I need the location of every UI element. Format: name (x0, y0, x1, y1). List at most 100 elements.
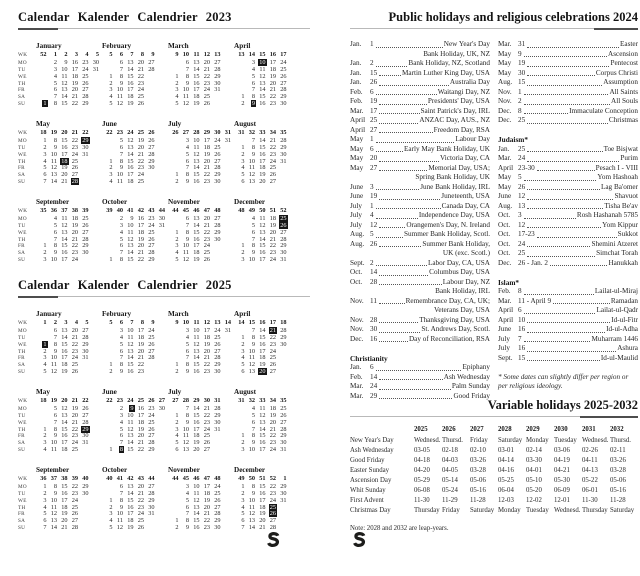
holiday-name: Simchat Torah (596, 249, 638, 257)
holiday-value: Saturday (610, 507, 635, 514)
day-cell: 25 (137, 93, 144, 101)
day-cell: 30 (82, 432, 89, 440)
day-cell: 11 (193, 490, 200, 498)
day-numbers-row: 3 10 17 24 (168, 243, 234, 250)
day-cell: 5 (175, 439, 179, 447)
day-numbers-row: 3 10 17 24 31 (168, 137, 234, 145)
dot-leader (527, 154, 620, 162)
day-cell: 22 (137, 361, 144, 369)
holiday-name: Freedom Day, RSA (433, 125, 490, 134)
month-january: January 1 2 3 4 5 6 13 20 27 7 14 21 28 1 8 15 22 29 2 9 16 23… (36, 309, 102, 377)
day-cell: 22 (137, 72, 144, 80)
month-name: December (234, 198, 266, 206)
month-april: April 14 15 16 17 18 7 14 21 28 1 8 15 22 29 2 9 16 23 30 3 1… (234, 309, 300, 377)
month-december: December 49 50 51 52 1 1 8 15 22 29 2 9 16 23 30 3 10 17 24… (234, 465, 300, 533)
day-cell: 13 (193, 157, 200, 165)
day-cell: 23 (148, 405, 155, 413)
holiday-name-continuation: UK (exc. Scotl.) (442, 249, 490, 257)
day-cell: 25 (137, 517, 144, 525)
day-cell: 16 (127, 503, 134, 511)
day-numbers-row: 1 8 15 22 29 (234, 483, 300, 491)
day-cell: 29 (78, 425, 90, 434)
day-cell: 2 (241, 490, 245, 498)
holiday-value: 06-04 (498, 487, 514, 494)
day-cell: 13 (193, 59, 200, 67)
calendar-section-2023: Calendar Kalender Calendrier 2023 xWKMOT… (18, 10, 310, 265)
day-cell: 3 (119, 327, 123, 335)
day-numbers-row: 3 10 17 24 31 (168, 425, 234, 434)
day-numbers-row: 5 12 19 26 (168, 100, 234, 108)
holiday-day: 16 (518, 325, 526, 333)
day-cell: 10 (248, 496, 255, 504)
holiday-name: Id-ul-Maulid (600, 353, 638, 362)
day-cell: 23 (82, 59, 89, 67)
day-cell: 24 (71, 256, 78, 264)
calendar-band: xWKMOTUWETHFRSASUMay18192021225121926613… (18, 387, 310, 455)
day-cell: 30 (214, 79, 221, 87)
day-numbers-row: 3 10 17 24 31 (234, 256, 300, 264)
day-cell: 13 (182, 446, 189, 454)
day-cell: 19 (50, 129, 57, 136)
day-cell: 8 (185, 361, 189, 369)
holiday-entry: Dec. 16 Day of Reconciliation, RSA (350, 335, 490, 345)
day-cell: 3 (185, 483, 189, 491)
day-cell: 20 (61, 517, 68, 525)
day-cell: 12 (127, 235, 134, 243)
day-cell: 28 (280, 327, 287, 335)
day-numbers-row: 1 8 15 22 29 (36, 137, 102, 145)
day-cell: 1 (175, 171, 179, 179)
holiday-name: Shavuot (614, 192, 638, 200)
day-cell: 1 (43, 483, 47, 491)
day-numbers-row: 1 8 15 22 29 (168, 412, 234, 420)
holiday-name: Labour Day (455, 135, 490, 143)
day-cell: 3 (175, 425, 179, 433)
month-name: August (234, 388, 256, 396)
holiday-day: 27 (370, 125, 378, 134)
day-cell: 30 (148, 503, 155, 511)
day-cell: 16 (193, 524, 200, 532)
day-numbers-row: 7 14 21 28 (168, 165, 234, 172)
day-numbers-row: 1 8 15 22 (102, 361, 168, 369)
day-cell: 28 (182, 397, 189, 404)
day-cell: 41 (127, 207, 134, 214)
highlighted-day: 20 (258, 368, 267, 376)
day-cell: 26 (172, 129, 179, 136)
day-cell: 34 (269, 397, 276, 404)
day-cell: 14 (259, 86, 266, 94)
day-cell: 18 (203, 490, 210, 498)
highlighted-day: 21 (268, 327, 277, 335)
day-numbers-row: 4 11 18 25 (234, 165, 300, 172)
holiday-name: Lailat-ul-Miraj (594, 287, 638, 295)
day-numbers-row: 7 14 21 28 (102, 66, 168, 74)
day-cell: 9 (119, 79, 123, 87)
day-cell: 16 (61, 144, 68, 152)
holiday-entry: Nov. 11 Remembrance Day, CA, UK; (350, 297, 490, 307)
day-cell: 44 (172, 207, 179, 214)
day-label: MO (18, 138, 27, 145)
year-header: 2029 (526, 426, 540, 433)
day-cell: 18 (40, 129, 47, 136)
day-cell: 14 (61, 334, 68, 342)
holiday-name: Summer Bank Holiday, Scotl. (404, 230, 490, 238)
holiday-month: Dec. (498, 106, 512, 115)
holiday-month: June (498, 192, 512, 200)
holiday-month: April (350, 116, 366, 124)
day-cell: 15 (193, 171, 200, 179)
day-cell: 15 (61, 242, 68, 250)
day-cell: 10 (127, 222, 134, 230)
holiday-entry: Mar. 24 Palm Sunday (350, 382, 490, 392)
dot-leader (379, 78, 449, 86)
day-label: SU (18, 447, 26, 454)
month-name: November (168, 198, 200, 206)
day-cell: 16 (71, 59, 78, 67)
day-cell: 31 (280, 496, 287, 504)
holiday-entry: Oct. 25 Simchat Torah (498, 249, 638, 259)
holiday-day: 19 (518, 59, 526, 67)
day-cell: 48 (214, 475, 221, 482)
day-cell: 26 (269, 361, 276, 369)
day-cell: 11 (259, 405, 266, 413)
day-cell: 3 (53, 66, 57, 74)
day-cell: 23 (203, 235, 210, 243)
day-cell: 41 (116, 475, 123, 482)
day-cell: 23 (203, 178, 210, 186)
